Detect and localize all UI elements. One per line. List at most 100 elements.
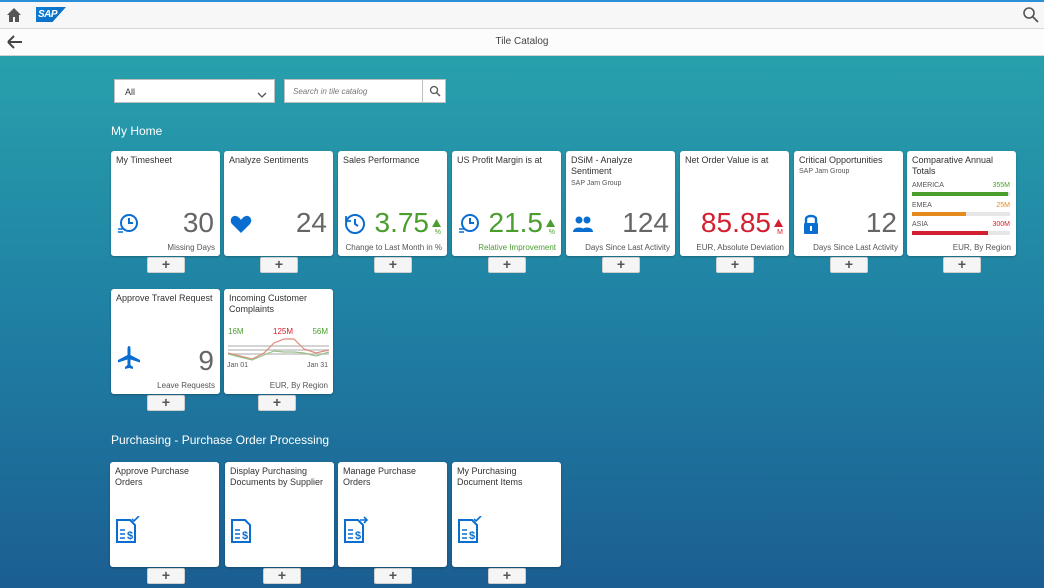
catalog-search-button[interactable] (422, 80, 445, 102)
chart-peak-value: 125M (273, 327, 294, 336)
tile-title: Critical Opportunities (799, 155, 883, 165)
tile-kpi-value: 9 (198, 345, 214, 376)
tile-title: Display Purchasing Documents by Supplier (230, 466, 324, 487)
tile-subtitle: SAP Jam Group (799, 168, 850, 175)
tile-title: My Timesheet (116, 155, 173, 165)
back-arrow-icon[interactable] (6, 34, 24, 50)
tile-incoming-customer-complaints[interactable]: Incoming Customer Complaints 16M 125M 56… (224, 289, 333, 394)
tile-dsim-analyze-sentiment[interactable]: DSiM - Analyze Sentiment SAP Jam Group 1… (566, 151, 675, 256)
tile-us-profit-margin[interactable]: US Profit Margin is at 21.5 % Relative I… (452, 151, 561, 256)
approve-document-icon: $ (457, 515, 482, 543)
heart-icon (229, 212, 253, 236)
tile-my-timesheet[interactable]: My Timesheet 30 Missing Days (111, 151, 220, 256)
add-tile-button[interactable]: + (147, 395, 185, 411)
add-tile-button[interactable]: + (602, 257, 640, 273)
tile-kpi-value: 12 (865, 207, 897, 238)
chart-end-label: Jan 31 (306, 362, 328, 369)
sap-logo[interactable]: SAP (36, 7, 66, 22)
svg-text:$: $ (127, 530, 133, 542)
comparison-bar (912, 212, 966, 216)
lock-icon (799, 212, 823, 236)
document-dollar-icon: $ (230, 516, 254, 543)
search-icon (429, 85, 441, 97)
comparison-bar-track (912, 212, 1010, 216)
home-icon[interactable] (4, 5, 24, 25)
sub-header: Tile Catalog (0, 29, 1044, 56)
line-chart (228, 338, 329, 361)
shell-bar: SAP (0, 0, 1044, 29)
tile-kpi-value: 85.85 (700, 207, 771, 238)
trend-up-icon (432, 214, 441, 227)
comparison-label: EMEA (912, 202, 932, 209)
comparison-value: 300M (992, 221, 1010, 228)
add-tile-button[interactable]: + (260, 257, 298, 273)
add-tile-button[interactable]: + (716, 257, 754, 273)
comparison-value: 25M (996, 202, 1010, 209)
tile-kpi-unit: % (548, 229, 555, 236)
svg-text:$: $ (355, 530, 361, 542)
tile-footer: Days Since Last Activity (813, 243, 898, 252)
add-tile-button[interactable]: + (263, 568, 301, 584)
add-tile-button[interactable]: + (488, 568, 526, 584)
approve-document-icon: $ (115, 515, 140, 543)
add-tile-button[interactable]: + (147, 568, 185, 584)
manage-document-icon: $ (343, 516, 369, 543)
tile-title: Incoming Customer Complaints (229, 293, 308, 314)
tile-title: My Purchasing Document Items (457, 466, 523, 487)
tile-title: Sales Performance (343, 155, 420, 165)
catalog-search-input[interactable] (285, 80, 423, 102)
tile-my-purchasing-document-items[interactable]: My Purchasing Document Items $ (452, 462, 561, 567)
tile-title: Comparative Annual Totals (912, 155, 994, 176)
comparison-bar (912, 192, 1009, 196)
timesheet-icon (116, 212, 140, 236)
comparison-bar-track (912, 192, 1010, 196)
tile-kpi-unit: M (777, 229, 783, 236)
chevron-down-icon (257, 87, 267, 98)
tile-title: Manage Purchase Orders (343, 466, 417, 487)
tile-approve-purchase-orders[interactable]: Approve Purchase Orders $ (110, 462, 219, 567)
tile-analyze-sentiments[interactable]: Analyze Sentiments 24 (224, 151, 333, 256)
tile-footer: EUR, By Region (269, 381, 328, 390)
tile-manage-purchase-orders[interactable]: Manage Purchase Orders $ (338, 462, 447, 567)
tile-footer: Relative Improvement (478, 243, 556, 252)
add-tile-button[interactable]: + (374, 257, 412, 273)
catalog-filter-select[interactable]: All (114, 79, 275, 103)
tile-footer: Leave Requests (157, 381, 215, 390)
tile-title: US Profit Margin is at (457, 155, 543, 165)
comparison-label: AMERICA (912, 182, 944, 189)
add-tile-button[interactable]: + (830, 257, 868, 273)
tile-title: Analyze Sentiments (229, 155, 309, 165)
search-icon[interactable] (1022, 6, 1040, 24)
tile-comparative-annual-totals[interactable]: Comparative Annual Totals AMERICA 355M E… (907, 151, 1016, 256)
svg-text:$: $ (242, 530, 248, 542)
tile-kpi-value: 21.5 (488, 207, 544, 238)
add-tile-button[interactable]: + (488, 257, 526, 273)
add-tile-button[interactable]: + (147, 257, 185, 273)
tile-kpi-unit: % (434, 229, 441, 236)
trend-up-icon (774, 214, 783, 227)
tile-display-purchasing-documents[interactable]: Display Purchasing Documents by Supplier… (225, 462, 334, 567)
svg-text:$: $ (469, 530, 475, 542)
comparison-bar-track (912, 231, 1010, 235)
page-title: Tile Catalog (495, 36, 549, 47)
add-tile-button[interactable]: + (943, 257, 981, 273)
tile-sales-performance[interactable]: Sales Performance 3.75 % Change to Last … (338, 151, 447, 256)
chart-start-value: 16M (228, 327, 244, 336)
add-tile-button[interactable]: + (374, 568, 412, 584)
comparison-value: 355M (992, 182, 1010, 189)
refresh-clock-icon (343, 212, 367, 236)
tile-footer: Change to Last Month in % (345, 243, 442, 252)
tile-approve-travel-request[interactable]: Approve Travel Request 9 Leave Requests (111, 289, 220, 394)
chart-start-label: Jan 01 (227, 362, 249, 369)
tile-footer: Missing Days (167, 243, 215, 252)
group-icon (571, 212, 595, 236)
comparison-bar (912, 231, 989, 235)
tile-kpi-value: 3.75 (374, 207, 430, 238)
tile-net-order-value[interactable]: Net Order Value is at 85.85 M EUR, Absol… (680, 151, 789, 256)
add-tile-button[interactable]: + (258, 395, 296, 411)
tile-critical-opportunities[interactable]: Critical Opportunities SAP Jam Group 12 … (794, 151, 903, 256)
catalog-filter-value: All (125, 87, 136, 97)
airplane-icon (116, 345, 140, 369)
tile-footer: EUR, Absolute Deviation (696, 243, 784, 252)
tile-footer: EUR, By Region (952, 243, 1011, 252)
